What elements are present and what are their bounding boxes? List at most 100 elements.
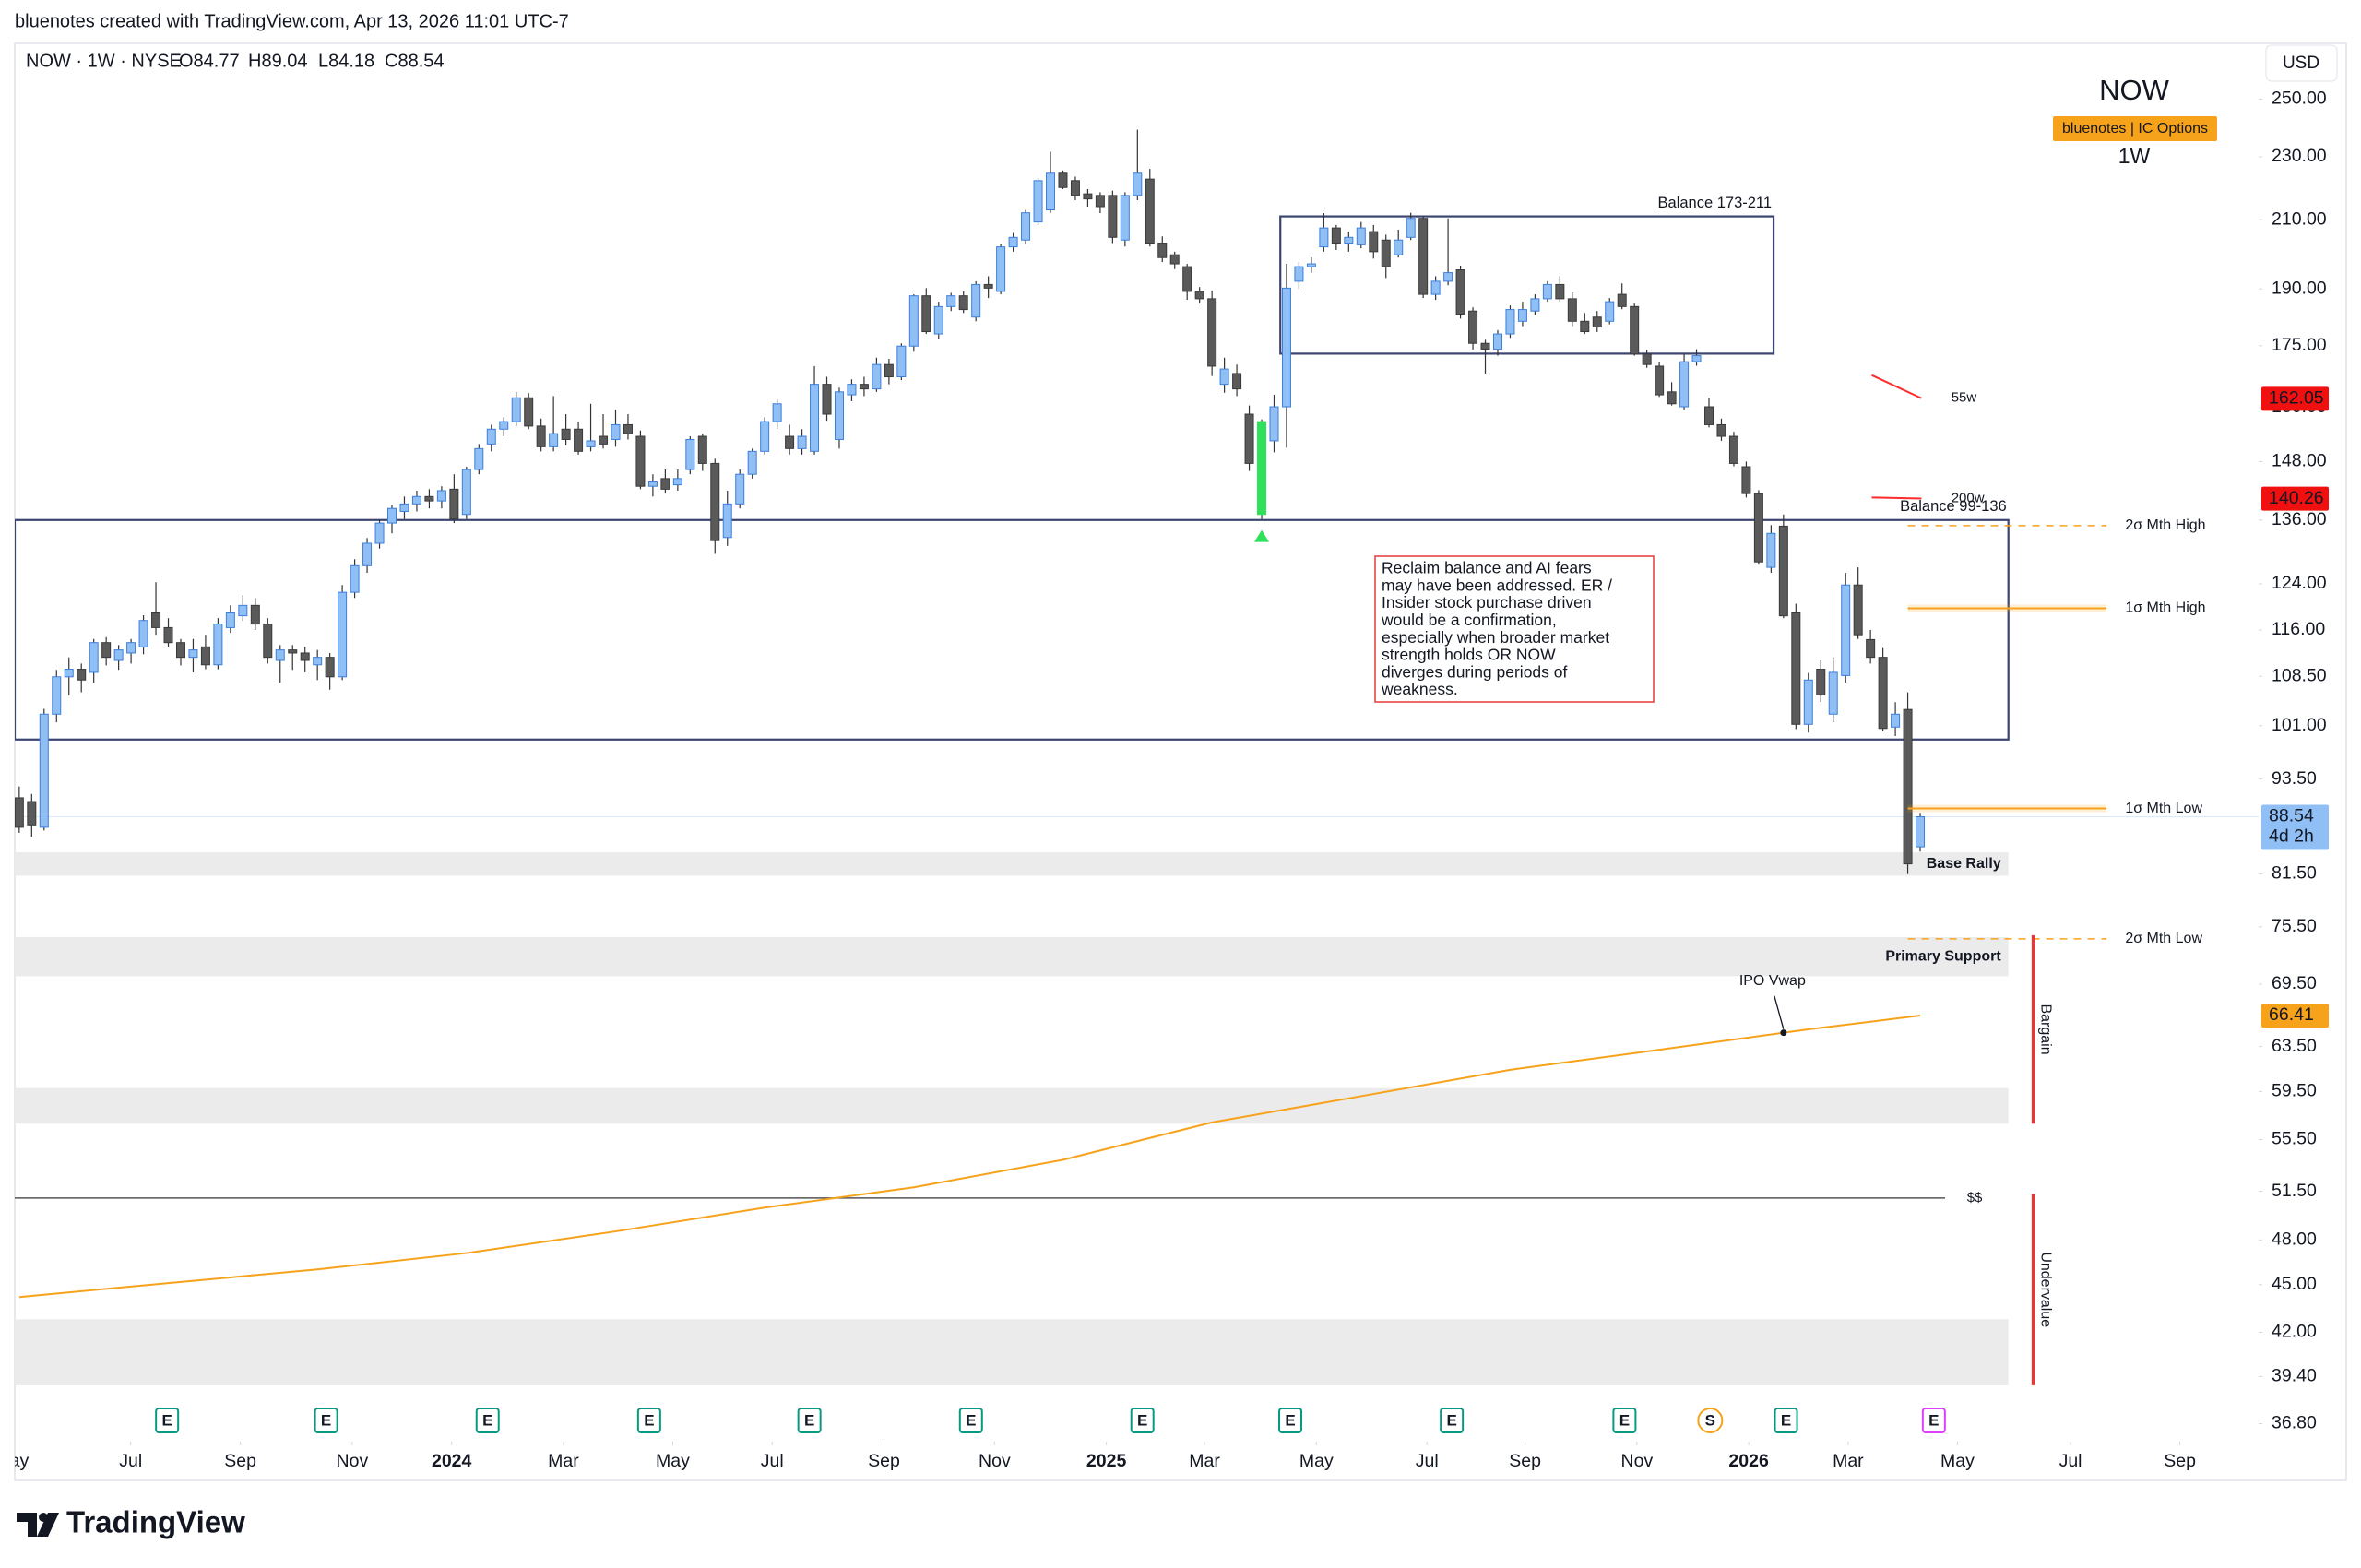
ma-line	[1871, 374, 1922, 399]
candle-body	[188, 649, 198, 659]
candle-body	[1443, 272, 1453, 282]
event-icon	[1697, 1408, 1724, 1433]
currency-box[interactable]	[2265, 44, 2338, 82]
candle-body	[288, 649, 298, 654]
candle-body	[1704, 406, 1714, 425]
candle-body	[1605, 301, 1615, 322]
note-line: weakness.	[1381, 680, 1458, 698]
candle-body	[1455, 269, 1465, 315]
event-icon	[1921, 1408, 1946, 1433]
y-tick-label: 75.50	[2272, 916, 2317, 936]
event-label: S	[1705, 1411, 1715, 1429]
x-tick-label: Sep	[1509, 1451, 1541, 1471]
candle-body	[1058, 172, 1068, 188]
candle-body	[772, 403, 782, 422]
candle-body	[735, 473, 745, 505]
candle-body	[1728, 435, 1738, 464]
candle-body	[1853, 584, 1863, 636]
candle-body	[1642, 353, 1652, 365]
candle-body	[1232, 373, 1242, 390]
zone	[15, 936, 2009, 977]
candle-body	[933, 305, 943, 335]
candle-body	[1891, 713, 1901, 728]
zone	[15, 852, 2009, 876]
candle-body	[921, 295, 931, 333]
candle-body	[449, 488, 459, 520]
note-line: strength holds OR NOW	[1382, 646, 1556, 664]
candle-body	[399, 503, 409, 512]
event-icon	[155, 1408, 180, 1433]
candle-body	[338, 591, 348, 678]
balance-label: Balance 173-211	[1658, 195, 1773, 211]
balance-box	[1279, 215, 1775, 355]
event-label: E	[1137, 1411, 1147, 1429]
x-tick-label: Jul	[119, 1451, 142, 1471]
candle-body	[1157, 243, 1168, 258]
candle-body	[436, 490, 446, 502]
y-tick-label: 48.00	[2272, 1229, 2317, 1250]
candle-body	[1145, 178, 1155, 244]
balance-box	[15, 518, 2010, 741]
candle-body	[499, 421, 509, 430]
candle-body	[549, 433, 559, 447]
y-tick-label: 148.00	[2272, 451, 2327, 471]
zone-label: Base Rally	[1927, 856, 2001, 872]
candle-body	[238, 604, 248, 617]
candle-body	[374, 522, 385, 544]
event-icon	[1130, 1408, 1155, 1433]
legend-open: O84.77	[179, 51, 240, 71]
y-tick-label: 250.00	[2272, 89, 2327, 109]
candle-body	[1592, 316, 1602, 328]
candle-body	[1542, 283, 1552, 300]
candle-body	[1468, 310, 1478, 344]
candle-body	[175, 642, 185, 659]
header: bluenotes created with TradingView.com, …	[15, 11, 569, 31]
x-tick-label: Sep	[868, 1451, 900, 1471]
candle-body	[474, 447, 484, 470]
note-line: would be a confirmation,	[1381, 611, 1557, 629]
candle-body	[1331, 227, 1341, 244]
candle-body	[1108, 195, 1118, 238]
y-tick-label: 51.50	[2272, 1181, 2317, 1201]
candle-body	[834, 391, 844, 440]
candle-body	[1008, 236, 1018, 248]
candle-body	[461, 469, 471, 516]
candle-body	[1369, 231, 1379, 253]
candle-body	[1269, 406, 1279, 442]
candle-body	[747, 450, 757, 475]
zone-label: Primary Support	[1885, 948, 2001, 964]
plot-area: Base Rally Primary Support $$ Balance 173-2…	[15, 129, 2259, 1433]
x-tick-label: Sep	[224, 1451, 256, 1471]
range-label: Undervalue	[2037, 1252, 2053, 1327]
x-tick-label: Sep	[2164, 1451, 2196, 1471]
candle-body	[908, 295, 919, 347]
candle-body	[275, 649, 285, 661]
currency[interactable]: USD	[2283, 53, 2319, 73]
candle-body	[1120, 195, 1130, 241]
candle-body	[250, 604, 260, 625]
candle-body	[996, 246, 1006, 292]
candle-body	[647, 481, 658, 487]
chart-frame	[14, 42, 2347, 1481]
candle-body	[1530, 298, 1540, 312]
candle-body	[138, 620, 148, 647]
candle-body	[946, 295, 956, 307]
candle-body	[574, 428, 584, 452]
legend-symbol: NOW · 1W · NYSE	[26, 51, 182, 71]
event-label: E	[1285, 1411, 1295, 1429]
legend-close: C88.54	[385, 51, 445, 71]
candle-body	[411, 495, 421, 505]
candle-body	[1480, 342, 1490, 350]
badge-author: bluenotes | IC Options	[2062, 121, 2208, 137]
x-tick-label: May	[1940, 1451, 1975, 1471]
candle-body	[1306, 263, 1316, 267]
candle-body	[1021, 212, 1031, 241]
candle-body	[1766, 532, 1776, 568]
x-tick-label: May	[0, 1451, 29, 1471]
price-tag	[2261, 804, 2329, 850]
candle-body	[822, 384, 832, 415]
y-tick-label: 210.00	[2272, 208, 2327, 229]
y-tick-label: 116.00	[2272, 619, 2325, 639]
y-tick-label: 124.00	[2272, 573, 2327, 593]
